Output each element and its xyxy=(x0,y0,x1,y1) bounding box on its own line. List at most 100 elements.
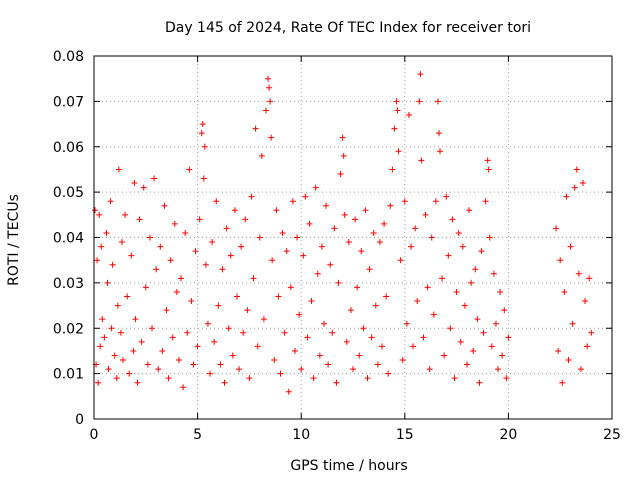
data-point xyxy=(379,343,386,350)
data-point xyxy=(366,266,373,273)
data-point xyxy=(300,252,307,259)
data-point xyxy=(495,366,502,373)
data-point xyxy=(99,316,106,323)
data-point xyxy=(453,288,460,295)
data-point xyxy=(161,202,168,209)
chart-title: Day 145 of 2024, Rate Of TEC Index for r… xyxy=(165,20,531,36)
data-point xyxy=(501,307,508,314)
data-point xyxy=(167,257,174,264)
data-point xyxy=(124,293,131,300)
data-point xyxy=(94,257,101,264)
data-point xyxy=(387,202,394,209)
data-point xyxy=(474,316,481,323)
data-point xyxy=(171,220,178,227)
data-point xyxy=(555,347,562,354)
data-point xyxy=(455,229,462,236)
data-point xyxy=(569,320,576,327)
data-point xyxy=(445,252,452,259)
data-point xyxy=(196,216,203,223)
data-point xyxy=(149,325,156,332)
data-point xyxy=(340,152,347,159)
data-point xyxy=(441,352,448,359)
data-point xyxy=(140,184,147,191)
y-axis-label: ROTI / TECUs xyxy=(6,194,22,286)
data-point xyxy=(267,98,274,105)
data-point xyxy=(136,216,143,223)
y-tick-label: 0.02 xyxy=(53,321,84,337)
data-point xyxy=(279,229,286,236)
data-point xyxy=(312,184,319,191)
y-tick-label: 0.03 xyxy=(53,276,84,292)
x-tick-label: 10 xyxy=(292,427,310,443)
data-point xyxy=(202,261,209,268)
x-tick-label: 0 xyxy=(90,427,99,443)
data-point xyxy=(447,325,454,332)
data-point xyxy=(204,320,211,327)
data-point xyxy=(157,243,164,250)
data-point xyxy=(358,248,365,255)
data-point xyxy=(463,361,470,368)
data-point xyxy=(327,261,334,268)
data-point xyxy=(115,166,122,173)
x-tick-label: 20 xyxy=(499,427,517,443)
data-point xyxy=(466,207,473,214)
data-point xyxy=(200,175,207,182)
data-point xyxy=(194,343,201,350)
data-point xyxy=(130,347,137,354)
data-point xyxy=(178,275,185,282)
data-point xyxy=(151,175,158,182)
data-point xyxy=(131,180,138,187)
data-point xyxy=(117,329,124,336)
data-point xyxy=(482,198,489,205)
data-point xyxy=(424,284,431,291)
data-point xyxy=(381,220,388,227)
data-point xyxy=(401,198,408,205)
data-point xyxy=(385,370,392,377)
data-point xyxy=(557,257,564,264)
data-point xyxy=(159,347,166,354)
data-point xyxy=(430,311,437,318)
data-point xyxy=(503,375,510,382)
data-point xyxy=(103,229,110,236)
data-point xyxy=(457,338,464,345)
data-point xyxy=(132,316,139,323)
data-point xyxy=(368,334,375,341)
data-point xyxy=(395,148,402,155)
data-point xyxy=(229,352,236,359)
data-point xyxy=(180,384,187,391)
data-point xyxy=(325,361,332,368)
data-point xyxy=(410,343,417,350)
data-point xyxy=(113,375,120,382)
data-point xyxy=(104,279,111,286)
data-point xyxy=(175,357,182,364)
data-point xyxy=(577,366,584,373)
data-point xyxy=(298,366,305,373)
data-point xyxy=(192,248,199,255)
data-point xyxy=(114,302,121,309)
data-point xyxy=(561,288,568,295)
data-point xyxy=(260,316,267,323)
x-tick-label: 25 xyxy=(603,427,621,443)
data-point xyxy=(586,275,593,282)
data-point xyxy=(304,334,311,341)
data-point xyxy=(397,257,404,264)
data-point xyxy=(417,71,424,78)
data-point xyxy=(350,366,356,373)
x-tick-label: 5 xyxy=(193,427,202,443)
data-point xyxy=(486,234,493,241)
data-point xyxy=(435,130,442,137)
data-points xyxy=(92,71,595,395)
data-point xyxy=(408,243,415,250)
data-point xyxy=(318,243,325,250)
data-point xyxy=(333,379,340,386)
data-point xyxy=(559,379,566,386)
data-point xyxy=(268,134,275,141)
data-point xyxy=(138,338,145,345)
data-point xyxy=(478,248,485,255)
data-point xyxy=(383,293,390,300)
data-point xyxy=(339,134,346,141)
data-point xyxy=(323,202,330,209)
y-tick-label: 0 xyxy=(75,412,84,428)
data-point xyxy=(584,343,591,350)
data-point xyxy=(320,320,327,327)
